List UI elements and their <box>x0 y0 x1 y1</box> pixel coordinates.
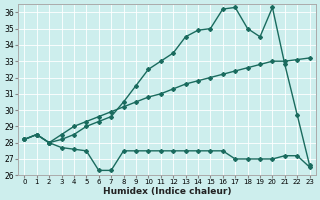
X-axis label: Humidex (Indice chaleur): Humidex (Indice chaleur) <box>103 187 231 196</box>
